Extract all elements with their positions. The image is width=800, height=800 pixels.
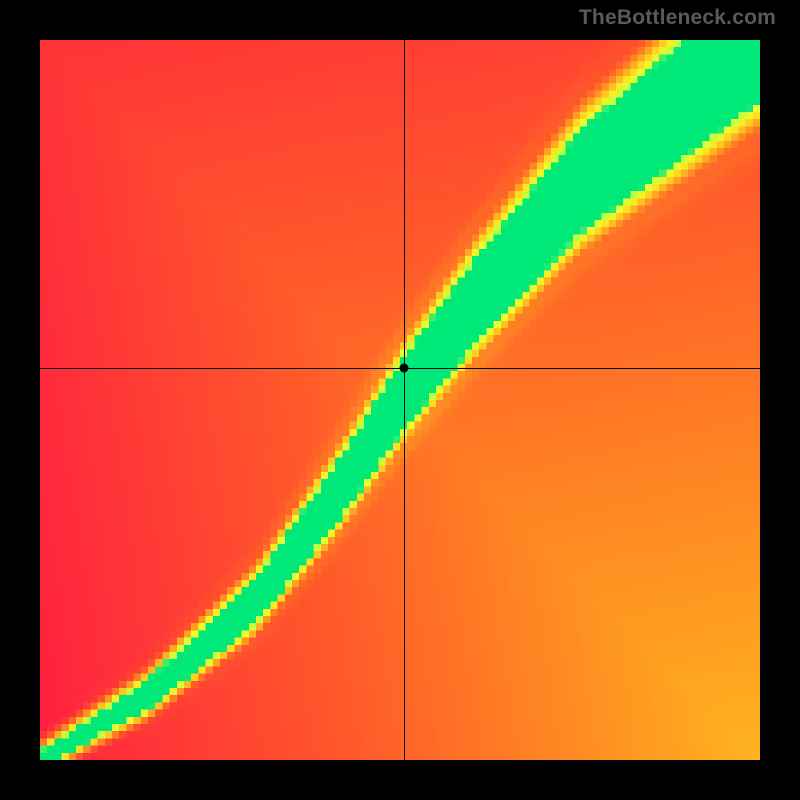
watermark-text: TheBottleneck.com [579, 6, 776, 30]
heatmap-canvas [40, 40, 760, 760]
crosshair-marker [399, 363, 408, 372]
crosshair-vertical [404, 40, 405, 760]
bottleneck-heatmap [40, 40, 760, 760]
